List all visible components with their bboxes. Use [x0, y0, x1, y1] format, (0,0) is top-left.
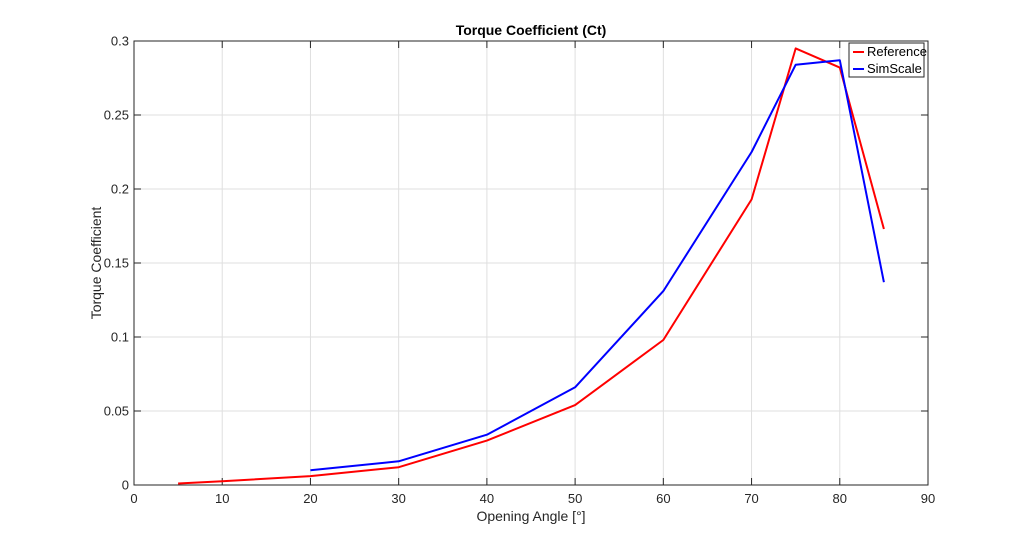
- y-tick-label: 0.3: [111, 34, 129, 49]
- legend-label-simscale: SimScale: [867, 61, 922, 76]
- series-line-simscale: [310, 59, 885, 472]
- x-tick-label: 30: [391, 491, 405, 506]
- y-tick-label: 0.05: [104, 404, 129, 419]
- x-tick-label: 40: [480, 491, 494, 506]
- legend-label-reference: Reference: [867, 44, 927, 59]
- legend-box: [848, 42, 925, 78]
- x-axis-label: Opening Angle [°]: [476, 508, 585, 524]
- y-axis-label: Torque Coefficient: [88, 207, 104, 320]
- x-tick-label: 10: [215, 491, 229, 506]
- x-tick-label: 70: [744, 491, 758, 506]
- y-tick-label: 0.2: [111, 182, 129, 197]
- y-tick-label: 0.15: [104, 256, 129, 271]
- series-layer: [178, 47, 885, 485]
- x-tick-label: 60: [656, 491, 670, 506]
- y-tick-label: 0: [122, 478, 129, 493]
- y-tick-label: 0.1: [111, 330, 129, 345]
- x-tick-label: 80: [833, 491, 847, 506]
- x-tick-label: 90: [921, 491, 935, 506]
- chart-title: Torque Coefficient (Ct): [456, 22, 607, 38]
- legend: Reference SimScale: [848, 42, 927, 78]
- series-line-reference: [178, 47, 885, 485]
- x-tick-label: 50: [568, 491, 582, 506]
- x-tick-label: 0: [130, 491, 137, 506]
- x-tick-label: 20: [303, 491, 317, 506]
- tick-layer: 0 10 20 30 40 50 60 70 80 90 0 0.05 0.1 0.15 0.2 0.25 0.…: [104, 34, 936, 507]
- grid-layer: [134, 41, 928, 485]
- y-tick-label: 0.25: [104, 108, 129, 123]
